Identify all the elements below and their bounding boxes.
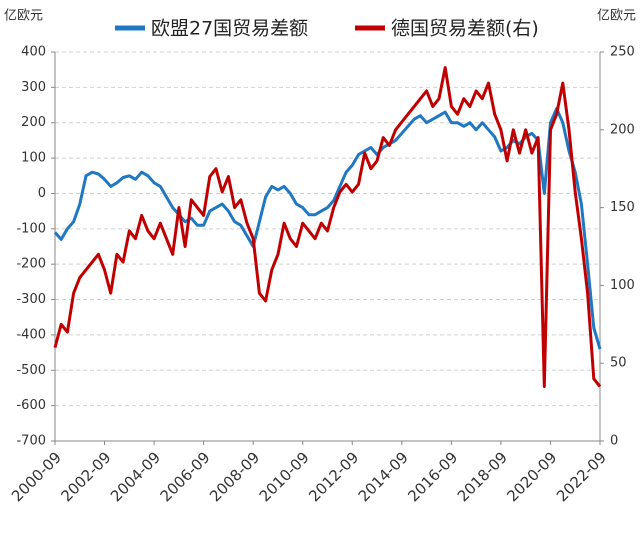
- y-tick-label: -100: [16, 221, 46, 236]
- y-tick-label: -300: [16, 292, 46, 307]
- y-tick-label: -200: [16, 257, 46, 272]
- x-tick-label: 2018-09: [454, 448, 511, 505]
- y-tick-label: -700: [16, 434, 46, 449]
- x-tick-label: 2014-09: [355, 448, 412, 505]
- series-line: [53, 66, 602, 388]
- x-tick-label: 2002-09: [58, 448, 115, 505]
- y2-tick-label: 150: [610, 200, 635, 215]
- y2-tick-label: 250: [610, 45, 635, 60]
- y-tick-label: 200: [21, 115, 46, 130]
- x-tick-label: 2022-09: [553, 448, 610, 505]
- y-tick-label: 400: [21, 45, 46, 60]
- x-tick-label: 2012-09: [305, 448, 362, 505]
- legend-label: 欧盟27国贸易差额: [151, 18, 308, 40]
- x-tick-label: 2010-09: [256, 448, 313, 505]
- y-tick-label: 0: [38, 186, 46, 201]
- y2-unit: 亿欧元: [597, 9, 636, 24]
- y-tick-label: 100: [21, 151, 46, 166]
- x-tick-label: 2006-09: [157, 448, 214, 505]
- x-tick-label: 2008-09: [206, 448, 263, 505]
- y2-tick-label: 200: [610, 122, 635, 137]
- x-tick-label: 2020-09: [503, 448, 560, 505]
- x-tick-label: 2004-09: [107, 448, 164, 505]
- y2-tick-label: 50: [610, 356, 627, 371]
- y-tick-label: -400: [16, 327, 46, 342]
- y2-tick-label: 100: [610, 278, 635, 293]
- y-tick-label: -500: [16, 363, 46, 378]
- y-tick-label: -600: [16, 398, 46, 413]
- x-tick-label: 2016-09: [404, 448, 461, 505]
- y2-tick-label: 0: [610, 434, 618, 449]
- y-tick-label: 300: [21, 80, 46, 95]
- y-unit: 亿欧元: [4, 9, 43, 24]
- legend-label: 德国贸易差额(右): [391, 18, 539, 40]
- x-tick-label: 2000-09: [8, 448, 65, 505]
